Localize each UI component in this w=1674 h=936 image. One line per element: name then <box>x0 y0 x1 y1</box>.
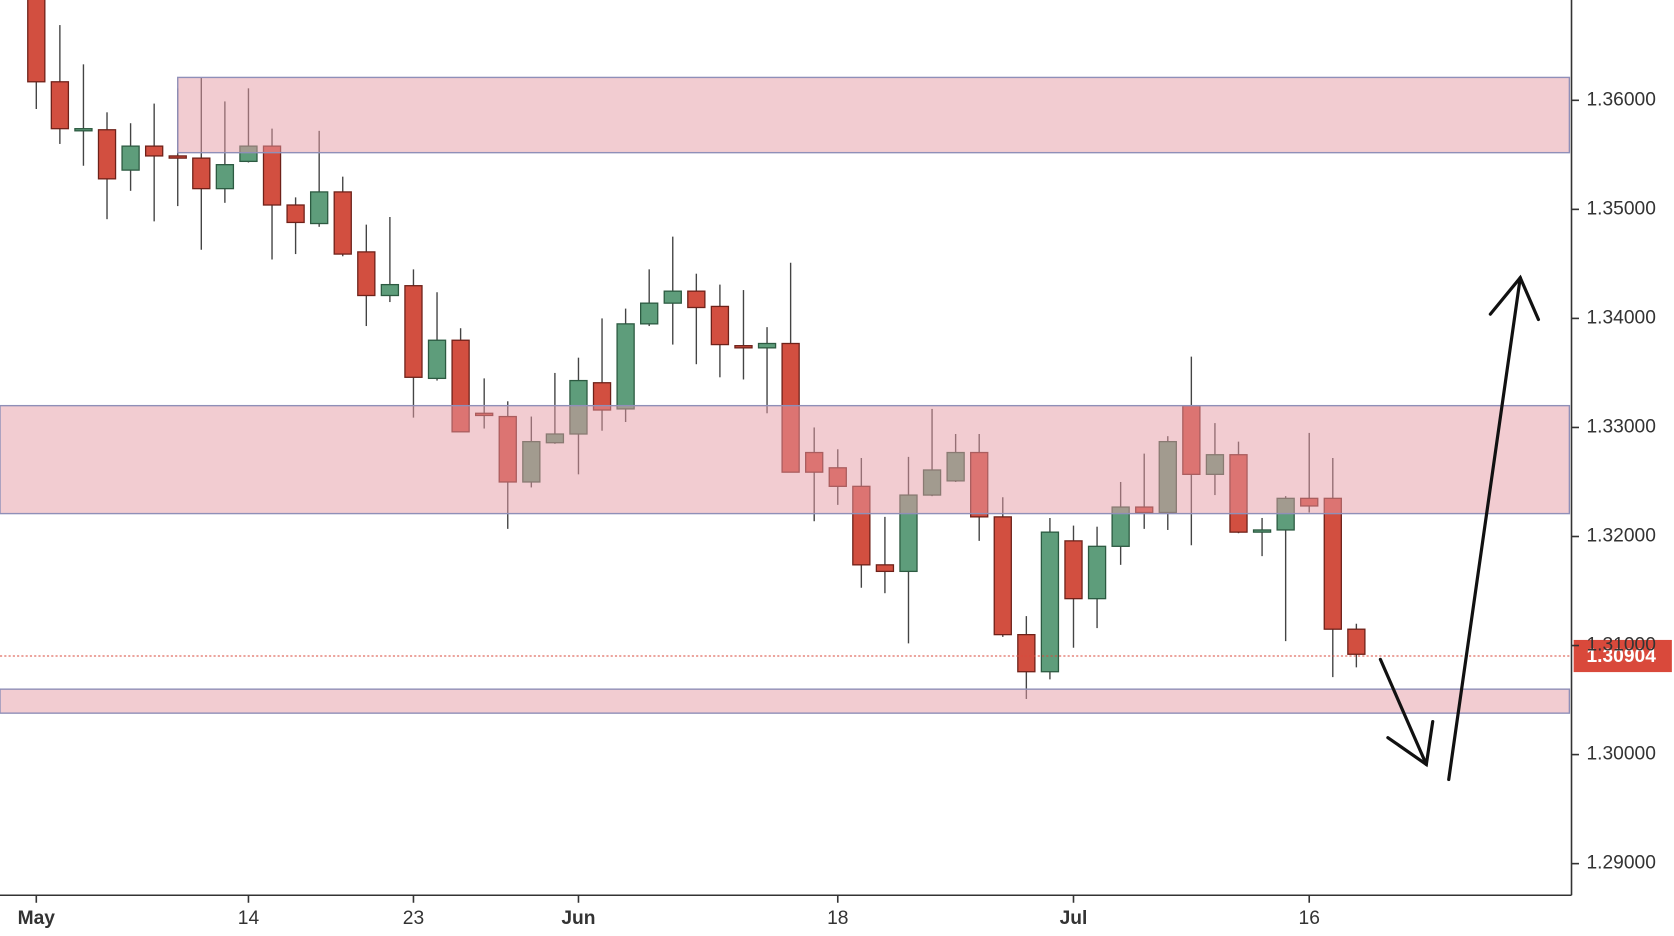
candle-body <box>427 339 447 380</box>
candle-body <box>1064 540 1083 600</box>
candle-body <box>262 145 282 206</box>
candle-body <box>993 516 1012 636</box>
y-tick-label: 1.32000 <box>1586 526 1655 547</box>
candle-body <box>687 290 706 309</box>
candle-body <box>875 564 895 573</box>
y-tick-label: 1.34000 <box>1586 307 1655 328</box>
zone <box>177 76 1571 154</box>
y-tick-label: 1.33000 <box>1586 417 1655 438</box>
x-tick-label: Jun <box>561 908 595 929</box>
candle-body <box>144 145 164 157</box>
x-tick-label: May <box>18 908 56 929</box>
x-tick-label: 16 <box>1299 908 1320 929</box>
candle-body <box>74 128 93 132</box>
candle-body <box>640 302 659 325</box>
candle-body <box>215 164 235 190</box>
arrow-down <box>1378 657 1428 767</box>
y-tick-label: 1.29000 <box>1586 853 1655 874</box>
candle-body <box>734 345 753 349</box>
candle-body <box>357 251 376 297</box>
arrow-head <box>1488 274 1541 322</box>
last-price-label: 1.30904 <box>1586 646 1656 667</box>
candle-body <box>121 145 140 171</box>
candle-body <box>404 285 423 378</box>
candle-body <box>168 155 187 159</box>
y-tick-label: 1.30000 <box>1586 744 1655 765</box>
candle-body <box>50 81 70 130</box>
arrow-up <box>1447 276 1522 782</box>
candle-body <box>1017 633 1036 673</box>
candle-body <box>1087 545 1107 600</box>
candle-body <box>1347 628 1366 655</box>
candle-body <box>380 283 400 297</box>
candle-body <box>616 323 635 410</box>
candle-body <box>1252 529 1272 533</box>
candle-body <box>192 157 211 190</box>
candle-body <box>1040 531 1060 673</box>
x-tick-label: 23 <box>403 908 424 929</box>
x-tick-label: 18 <box>827 908 848 929</box>
overlay: 1.30904 <box>0 639 1672 673</box>
zone <box>0 688 1571 714</box>
last-price-box <box>1573 639 1672 673</box>
x-tick-label: 14 <box>238 908 260 929</box>
arrow-head <box>1386 719 1435 768</box>
y-tick-label: 1.31000 <box>1586 635 1655 656</box>
candle-body <box>663 290 682 304</box>
arrows <box>1378 274 1541 782</box>
candle-body <box>309 191 329 225</box>
y-tick-label: 1.35000 <box>1586 198 1655 219</box>
candle-body <box>710 305 730 346</box>
candle-body <box>27 0 46 83</box>
zone <box>0 404 1571 515</box>
x-tick-label: Jul <box>1060 908 1088 929</box>
candle-body <box>286 204 305 224</box>
candle-body <box>1323 497 1342 630</box>
candle-body <box>757 342 777 349</box>
zones <box>0 76 1571 714</box>
candle-body <box>333 191 352 255</box>
candle-body <box>97 129 117 180</box>
y-tick-label: 1.36000 <box>1586 89 1655 110</box>
